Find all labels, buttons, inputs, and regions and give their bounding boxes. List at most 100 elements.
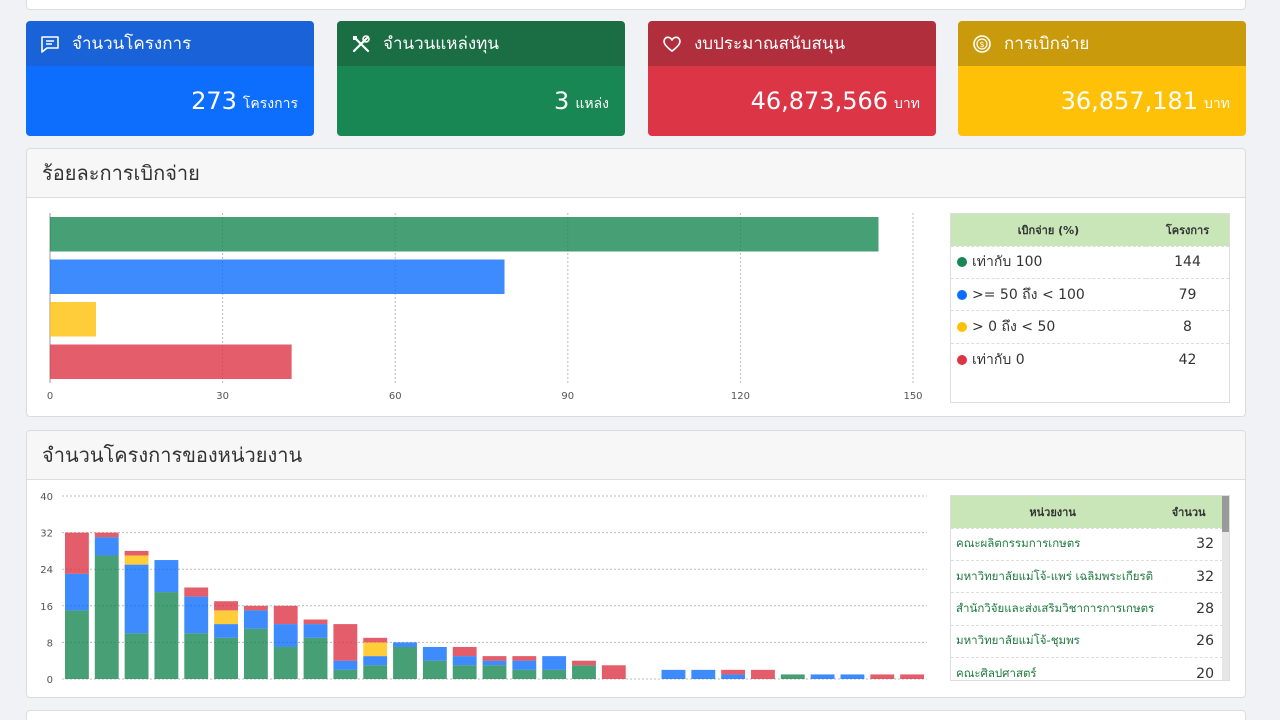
bar-1 [50, 259, 505, 294]
stack-bar-1-3 [94, 532, 119, 538]
stack-bar-18-3 [601, 665, 626, 679]
table-row: เท่ากับ 0 42 [951, 342, 1229, 376]
stack-bar-28-3 [900, 674, 925, 679]
stack-bar-4-0 [184, 633, 209, 679]
x-tick-label: 90 [561, 391, 574, 402]
stack-bar-10-0 [363, 665, 388, 679]
stat-value: 46,873,566 [750, 87, 889, 115]
next-panel-edge [26, 710, 1246, 720]
table-row: เท่ากับ 100 144 [951, 245, 1229, 279]
y-tick-label: 24 [40, 565, 53, 576]
stack-bar-11-0 [393, 646, 417, 679]
table-row: > 0 ถึง < 50 8 [951, 310, 1229, 344]
stat-card-header: งบประมาณสนับสนุน [648, 21, 936, 66]
stack-bar-5-3 [214, 601, 238, 611]
stack-bar-21-1 [691, 669, 716, 679]
stack-bar-0-3 [64, 532, 89, 574]
stack-bar-10-2 [363, 642, 388, 657]
stack-bar-2-0 [124, 633, 149, 679]
stack-bar-13-0 [452, 665, 477, 679]
stack-bar-16-0 [542, 669, 567, 679]
bar-3 [50, 344, 292, 379]
panel-title: จำนวนโครงการของหน่วยงาน [27, 431, 1245, 480]
row-label: > 0 ถึง < 50 [972, 318, 1056, 335]
y-tick-label: 40 [40, 492, 53, 503]
stack-bar-13-3 [452, 646, 477, 657]
department-link[interactable]: มหาวิทยาลัยแม่โจ้-แพร่ เฉลิมพระเกียรติ [951, 559, 1155, 593]
row-count: 144 [1146, 245, 1229, 279]
stack-bar-20-1 [661, 669, 686, 679]
stat-title: การเบิกจ่าย [1004, 34, 1090, 54]
stack-bar-5-1 [214, 624, 238, 638]
department-link[interactable]: คณะผลิตกรรมการเกษตร [951, 527, 1155, 561]
stack-bar-17-0 [572, 665, 596, 679]
stack-bar-25-1 [810, 674, 835, 679]
stack-bar-4-1 [184, 596, 209, 634]
stack-bar-15-1 [512, 660, 537, 670]
stack-bar-5-0 [214, 637, 238, 679]
stat-value: 273 [191, 87, 237, 115]
stat-card-disbursement: $ การเบิกจ่าย 36,857,181 บาท [958, 21, 1246, 136]
stack-bar-4-3 [184, 587, 209, 597]
disbursement-table: เบิกจ่าย (%) โครงการ เท่ากับ 100 144 >= … [951, 214, 1229, 376]
row-count: 42 [1146, 342, 1229, 376]
coin-icon: $ [973, 34, 991, 53]
stack-bar-12-0 [422, 660, 447, 679]
bar-2 [50, 302, 97, 337]
department-link[interactable]: สำนักวิจัยและส่งเสริมวิชาการการเกษตร [951, 592, 1155, 626]
row-count: 8 [1146, 310, 1229, 344]
department-count: 20 [1154, 657, 1223, 680]
stack-bar-22-3 [721, 669, 746, 675]
scrollbar-track[interactable] [1222, 496, 1229, 680]
row-label: เท่ากับ 100 [972, 254, 1043, 271]
stack-bar-8-0 [303, 637, 328, 679]
stack-bar-16-1 [542, 656, 567, 670]
department-count: 26 [1154, 624, 1223, 658]
table-row: สำนักวิจัยและส่งเสริมวิชาการการเกษตร 28 [951, 592, 1223, 626]
table-row: คณะศิลปศาสตร์ 20 [951, 657, 1223, 680]
department-count: 28 [1154, 592, 1223, 626]
stat-card-body: 273 โครงการ [26, 66, 314, 136]
svg-text:$: $ [979, 40, 984, 49]
stat-card-body: 46,873,566 บาท [648, 66, 936, 136]
x-tick-label: 60 [389, 391, 402, 402]
stat-card-body: 36,857,181 บาท [958, 66, 1246, 136]
disbursement-panel: ร้อยละการเบิกจ่าย 0 30 60 90 120 150 เบิกจ่าย… [26, 148, 1246, 417]
panel-title: ร้อยละการเบิกจ่าย [27, 149, 1245, 198]
stat-card-projects: จำนวนโครงการ 273 โครงการ [26, 21, 314, 136]
stat-title: จำนวนโครงการ [72, 34, 192, 54]
department-table-scroll[interactable]: หน่วยงาน จำนวน คณะผลิตกรรมการเกษตร 32 มห… [950, 495, 1230, 681]
stat-value: 3 [554, 87, 570, 115]
department-link[interactable]: มหาวิทยาลัยแม่โจ้-ชุมพร [951, 624, 1155, 658]
stack-bar-7-3 [273, 605, 298, 625]
stat-card-header: จำนวนโครงการ [26, 21, 314, 66]
stat-title: งบประมาณสนับสนุน [694, 34, 846, 54]
stat-card-body: 3 แหล่ง [337, 66, 625, 136]
x-tick-label: 150 [903, 391, 922, 402]
legend-dot [957, 289, 967, 300]
department-table: หน่วยงาน จำนวน คณะผลิตกรรมการเกษตร 32 มห… [951, 496, 1223, 680]
stack-bar-14-3 [482, 656, 507, 661]
stack-bar-10-1 [363, 656, 388, 666]
y-tick-label: 0 [47, 675, 53, 686]
stack-bar-7-1 [273, 624, 298, 647]
stack-bar-6-3 [243, 605, 268, 611]
stack-bar-15-3 [512, 656, 537, 661]
stack-bar-0-1 [64, 573, 89, 611]
stack-bar-14-1 [482, 660, 507, 666]
stack-bar-12-1 [422, 646, 447, 661]
stack-bar-6-1 [243, 610, 268, 629]
stack-bar-23-3 [751, 669, 775, 679]
department-stacked-chart: 0 8 16 24 32 40 [40, 492, 927, 686]
stat-card-header: จำนวนแหล่งทุน [337, 21, 625, 66]
scrollbar-thumb[interactable] [1222, 496, 1229, 532]
table-row: คณะผลิตกรรมการเกษตร 32 [951, 527, 1223, 561]
stack-bar-14-0 [482, 665, 507, 679]
stat-card-funding-sources: จำนวนแหล่งทุน 3 แหล่ง [337, 21, 625, 136]
y-tick-label: 32 [40, 529, 53, 540]
table-row: มหาวิทยาลัยแม่โจ้-แพร่ เฉลิมพระเกียรติ 3… [951, 559, 1223, 593]
department-count: 32 [1154, 527, 1223, 561]
stat-card-header: $ การเบิกจ่าย [958, 21, 1246, 66]
stack-bar-15-0 [512, 669, 537, 679]
department-link[interactable]: คณะศิลปศาสตร์ [951, 657, 1155, 680]
